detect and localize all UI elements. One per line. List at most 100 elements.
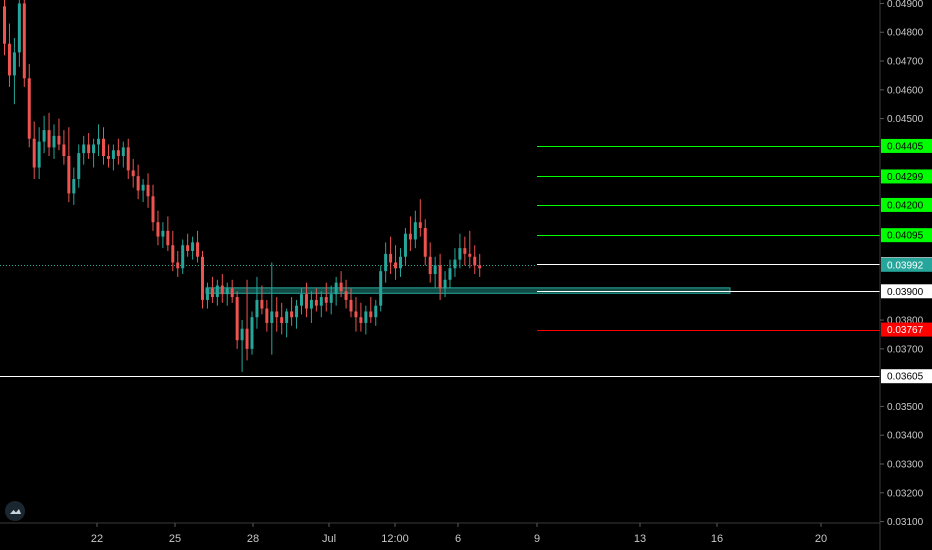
support-zone-layer (205, 287, 731, 294)
candle-body (458, 248, 462, 260)
price-line-label-text: 0.04095 (887, 231, 924, 242)
candle-body (408, 233, 412, 240)
candle-body (280, 317, 284, 323)
y-tick-label: 0.04800 (887, 28, 924, 39)
candles-layer (3, 0, 482, 372)
y-tick-label: 0.03100 (887, 517, 924, 528)
candle-body (3, 6, 6, 44)
candle-body (136, 176, 140, 191)
candle-body (161, 230, 165, 237)
candle-body (418, 222, 422, 228)
candle-body (334, 282, 338, 295)
candle-body (359, 317, 363, 323)
y-tick-label: 0.03400 (887, 431, 924, 442)
candle-body (7, 43, 11, 76)
price-line-label-box (881, 169, 932, 184)
candle-body (52, 135, 56, 148)
time-axis[interactable]: 22 25 28 Jul 12:00 6 9 13 16 20 (0, 522, 880, 545)
candle-body (146, 184, 150, 197)
candle-body (240, 328, 244, 341)
candle-body (32, 138, 36, 168)
candle-body (423, 227, 427, 257)
candle-body (250, 317, 254, 349)
candle-body (443, 279, 447, 289)
candle-body (62, 144, 66, 157)
candle-body (166, 230, 170, 246)
candle-body (220, 285, 224, 295)
candle-body (319, 297, 323, 306)
y-tick-label: 0.04900 (887, 0, 924, 10)
candle-body (77, 153, 81, 180)
candle-body (47, 130, 51, 148)
candle-body (196, 242, 200, 257)
x-tick-label: 16 (711, 533, 723, 545)
candle-body (403, 233, 407, 257)
candle-body (102, 138, 105, 157)
candle-body (354, 311, 358, 318)
price-line-label-box (881, 228, 932, 243)
candle-body (215, 285, 219, 298)
tradingview-logo-icon[interactable] (5, 501, 25, 521)
y-tick-label: 0.03800 (887, 316, 924, 327)
candle-body (205, 288, 209, 300)
candle-body (324, 297, 328, 303)
price-line-label-text: 0.03767 (887, 325, 924, 336)
candle-body (186, 245, 190, 251)
y-tick-label: 0.04700 (887, 57, 924, 68)
x-tick-label: 13 (634, 533, 646, 545)
candle-body (121, 147, 125, 157)
candle-body (87, 144, 91, 154)
candle-body (57, 135, 61, 145)
candle-body (468, 253, 472, 257)
candle-body (151, 196, 155, 223)
candle-body (12, 52, 16, 76)
candle-body (176, 262, 180, 269)
x-tick-label: 6 (455, 533, 461, 545)
candle-body (314, 299, 318, 306)
candle-body (37, 141, 41, 168)
cloud-icon (10, 509, 21, 514)
candle-body (181, 245, 185, 269)
candle-body (463, 248, 467, 254)
x-tick-label: 25 (169, 533, 181, 545)
candle-body (399, 256, 402, 269)
y-tick-label: 0.03300 (887, 459, 924, 470)
support-zone (205, 287, 731, 294)
candle-body (245, 328, 249, 349)
x-tick-label: 12:00 (381, 533, 409, 545)
candle-body (339, 282, 343, 292)
price-line-label-box (881, 369, 932, 384)
price-line-label-box (881, 322, 932, 337)
price-axis[interactable]: 0.04900 0.04800 0.04700 0.04600 0.04500 0.038… (879, 0, 924, 550)
candle-body (290, 311, 294, 318)
candle-body (201, 256, 204, 300)
candle-body (300, 294, 303, 306)
candle-body (97, 138, 101, 145)
candle-body (171, 245, 175, 263)
price-line-label-text: 0.03900 (887, 287, 924, 298)
price-line-label-text: 0.04299 (887, 172, 924, 183)
candle-body (394, 262, 398, 269)
current-price-label-text: 0.03992 (887, 260, 924, 271)
candle-body (156, 222, 160, 237)
candle-body (141, 184, 145, 191)
candle-body (384, 253, 388, 272)
price-line-label-text: 0.03605 (887, 372, 924, 383)
y-tick-label: 0.03200 (887, 488, 924, 499)
candle-body (92, 144, 96, 154)
candle-body (349, 299, 353, 312)
candle-body (230, 288, 234, 298)
candle-body (478, 265, 482, 269)
price-line-label-text: 0.04200 (887, 200, 924, 211)
candle-body (329, 294, 333, 303)
candle-body (111, 150, 115, 159)
price-line-label-text: 0.04405 (887, 141, 924, 152)
x-tick-label: 20 (815, 533, 827, 545)
candle-body (27, 78, 31, 139)
candle-body (389, 253, 393, 263)
candle-body (17, 3, 21, 53)
candle-body (428, 256, 432, 275)
candle-body (270, 311, 274, 323)
price-line-label-box (881, 197, 932, 212)
